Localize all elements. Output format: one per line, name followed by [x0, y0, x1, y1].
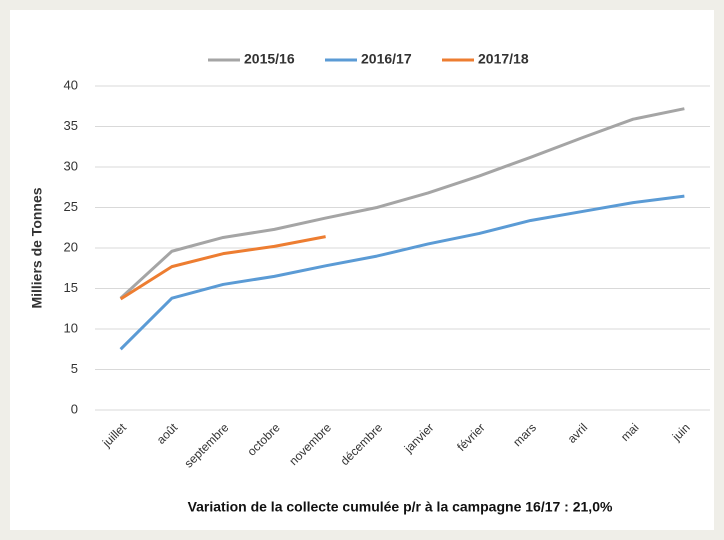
y-axis-label: Milliers de Tonnes [29, 187, 45, 308]
y-tick-label: 25 [64, 199, 78, 214]
y-tick-label: 15 [64, 280, 78, 295]
y-tick-label: 10 [64, 320, 78, 335]
footer-note: Variation de la collecte cumulée p/r à l… [188, 499, 613, 515]
legend-label: 2017/18 [478, 51, 529, 67]
chart-panel [10, 10, 714, 530]
series-line [119, 235, 326, 301]
y-tick-label: 35 [64, 118, 78, 133]
legend-label: 2015/16 [244, 51, 295, 67]
series-line [119, 107, 685, 300]
y-tick-label: 30 [64, 158, 78, 173]
y-tick-label: 40 [64, 77, 78, 92]
y-tick-label: 5 [71, 361, 78, 376]
y-tick-label: 20 [64, 239, 78, 254]
y-tick-label: 0 [71, 401, 78, 416]
series-line [119, 194, 685, 351]
legend-label: 2016/17 [361, 51, 412, 67]
